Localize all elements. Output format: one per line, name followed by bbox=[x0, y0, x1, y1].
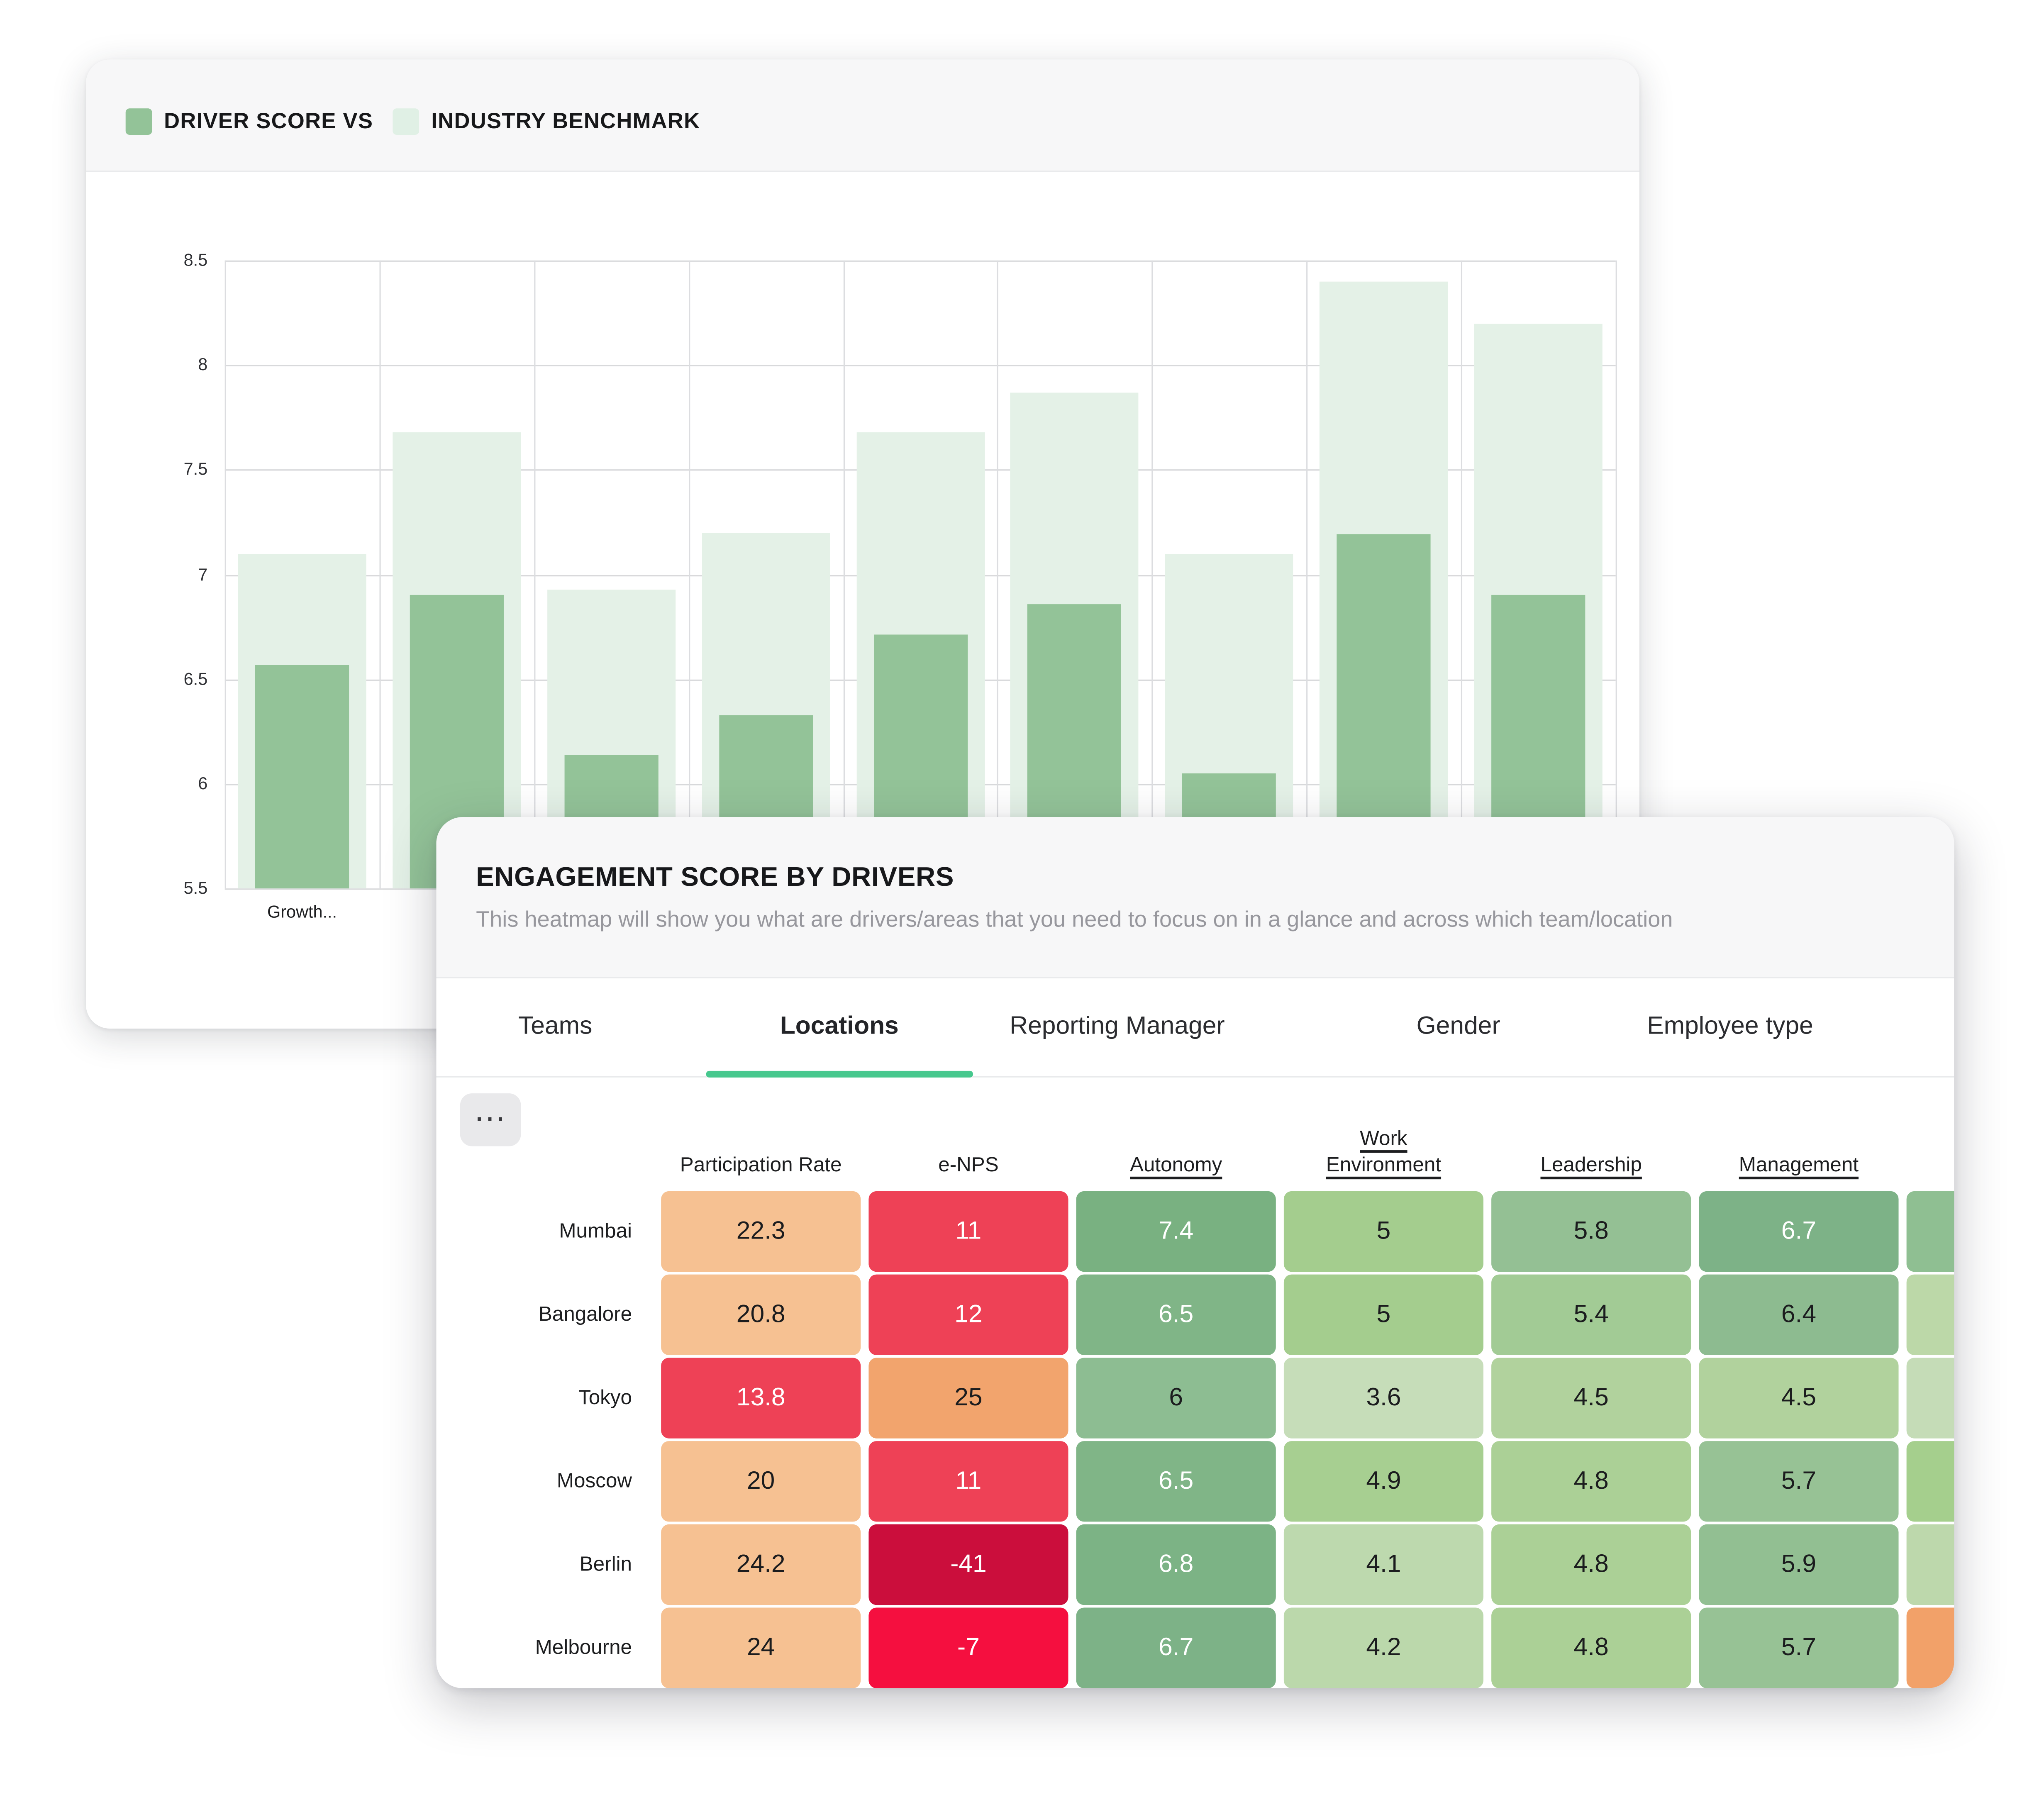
heatmap-cell: 5.4 bbox=[1491, 1274, 1691, 1355]
heatmap-cell: 5.7 bbox=[1699, 1441, 1899, 1522]
heatmap-cell: 4.5 bbox=[1491, 1358, 1691, 1439]
heatmap-cell: 22.3 bbox=[661, 1191, 861, 1272]
column-header-participation-rate: Participation Rate bbox=[680, 1154, 842, 1177]
heatmap-cell: -41 bbox=[868, 1524, 1068, 1605]
tab-employee-type[interactable]: Employee type bbox=[1610, 978, 1850, 1077]
row-label-melbourne: Melbourne bbox=[535, 1636, 632, 1659]
tab-locations[interactable]: Locations bbox=[706, 978, 973, 1077]
heatmap-cell: 4.8 bbox=[1491, 1607, 1691, 1688]
heatmap-cell: 3.6 bbox=[1283, 1358, 1484, 1439]
heatmap-cell: 24.2 bbox=[661, 1524, 861, 1605]
column-header-autonomy[interactable]: Autonomy bbox=[1129, 1154, 1222, 1177]
column-header-leadership[interactable]: Leadership bbox=[1540, 1154, 1642, 1177]
tab-label: Locations bbox=[780, 1012, 899, 1041]
row-label-bangalore: Bangalore bbox=[538, 1303, 632, 1326]
tab-label: Gender bbox=[1416, 1012, 1500, 1041]
heatmap-cell: 5.7 bbox=[1699, 1607, 1899, 1688]
y-tick-label: 6.5 bbox=[183, 668, 208, 688]
heatmap-cell: 6.4 bbox=[1699, 1274, 1899, 1355]
heatmap-cell: 24 bbox=[661, 1607, 861, 1688]
gridline-v bbox=[1615, 260, 1617, 889]
column-header-management[interactable]: Management bbox=[1739, 1154, 1859, 1177]
tab-reporting-manager[interactable]: Reporting Manager bbox=[973, 978, 1262, 1077]
heatmap-cell: -7 bbox=[868, 1607, 1068, 1688]
y-tick-label: 7.5 bbox=[183, 459, 208, 479]
heatmap-cell: 6 bbox=[1076, 1358, 1276, 1439]
chart-title-driver-score: DRIVER SCORE VS bbox=[164, 109, 373, 133]
heatmap-header: ENGAGEMENT SCORE BY DRIVERS This heatmap… bbox=[436, 817, 1954, 978]
heatmap-cell-partial bbox=[1906, 1358, 1954, 1439]
heatmap-cell: 20 bbox=[661, 1441, 861, 1522]
active-tab-underline bbox=[706, 1070, 973, 1077]
heatmap-cell: 5 bbox=[1283, 1274, 1484, 1355]
heatmap-cell: 4.9 bbox=[1283, 1441, 1484, 1522]
heatmap-cell: 5.9 bbox=[1699, 1524, 1899, 1605]
tab-label: Reporting Manager bbox=[1010, 1012, 1225, 1041]
heatmap-cell: 11 bbox=[868, 1441, 1068, 1522]
heatmap-cell-partial bbox=[1906, 1607, 1954, 1688]
heatmap-cell: 6.5 bbox=[1076, 1441, 1276, 1522]
more-options-button[interactable]: ⋯ bbox=[460, 1093, 521, 1146]
tab-label: Teams bbox=[518, 1012, 593, 1041]
heatmap-cell: 20.8 bbox=[661, 1274, 861, 1355]
gridline-v bbox=[224, 260, 226, 889]
y-tick-label: 5.5 bbox=[183, 878, 208, 898]
heatmap-cell: 4.8 bbox=[1491, 1524, 1691, 1605]
heatmap-cell: 12 bbox=[868, 1274, 1068, 1355]
gridline-v bbox=[379, 260, 381, 889]
tab-label: Employee type bbox=[1647, 1012, 1813, 1041]
y-tick-label: 6 bbox=[198, 773, 208, 793]
gridline-v bbox=[1152, 260, 1154, 889]
y-tick-label: 8 bbox=[198, 354, 208, 375]
heatmap-cell: 5.8 bbox=[1491, 1191, 1691, 1272]
heatmap-cell-partial bbox=[1906, 1524, 1954, 1605]
gridline-v bbox=[997, 260, 999, 889]
driver-score-bar bbox=[255, 664, 349, 889]
tab-teams[interactable]: Teams bbox=[481, 978, 629, 1077]
chart-header: DRIVER SCORE VS INDUSTRY BENCHMARK bbox=[86, 59, 1640, 172]
gridline-v bbox=[1461, 260, 1463, 889]
row-label-tokyo: Tokyo bbox=[578, 1386, 632, 1409]
engagement-heatmap-card: ENGAGEMENT SCORE BY DRIVERS This heatmap… bbox=[436, 817, 1954, 1688]
gridline-v bbox=[843, 260, 844, 889]
heatmap-title: ENGAGEMENT SCORE BY DRIVERS bbox=[476, 862, 954, 892]
row-label-moscow: Moscow bbox=[556, 1469, 632, 1492]
heatmap-cell: 6.7 bbox=[1699, 1191, 1899, 1272]
heatmap-cell: 11 bbox=[868, 1191, 1068, 1272]
heatmap-cell: 4.8 bbox=[1491, 1441, 1691, 1522]
gridline-h bbox=[224, 260, 1616, 262]
column-header-work-environment[interactable]: Work Environment bbox=[1326, 1127, 1442, 1177]
heatmap-cell: 7.4 bbox=[1076, 1191, 1276, 1272]
gridline-v bbox=[534, 260, 535, 889]
tab-gender[interactable]: Gender bbox=[1379, 978, 1537, 1077]
gridline-v bbox=[1306, 260, 1308, 889]
heatmap-cell: 6.8 bbox=[1076, 1524, 1276, 1605]
chart-title-industry-benchmark: INDUSTRY BENCHMARK bbox=[431, 109, 700, 133]
heatmap-cell: 5 bbox=[1283, 1191, 1484, 1272]
gridline-h bbox=[224, 365, 1616, 367]
heatmap-cell: 4.5 bbox=[1699, 1358, 1899, 1439]
gridline-v bbox=[688, 260, 690, 889]
y-tick-label: 7 bbox=[198, 563, 208, 584]
driver-score-legend-swatch bbox=[125, 108, 152, 135]
heatmap-cell-partial bbox=[1906, 1441, 1954, 1522]
x-axis-label-growth: Growth... bbox=[267, 902, 337, 922]
heatmap-cell: 4.2 bbox=[1283, 1607, 1484, 1688]
column-header-e-nps: e-NPS bbox=[938, 1154, 999, 1177]
row-label-mumbai: Mumbai bbox=[559, 1219, 632, 1242]
chart-plot bbox=[224, 260, 1617, 890]
industry-benchmark-legend-swatch bbox=[393, 108, 420, 135]
heatmap-tabs: Teams Locations Reporting Manager Gender Emp… bbox=[436, 978, 1954, 1078]
row-label-berlin: Berlin bbox=[579, 1553, 632, 1575]
heatmap-cell-partial bbox=[1906, 1191, 1954, 1272]
heatmap-subtitle: This heatmap will show you what are driv… bbox=[476, 907, 1673, 932]
y-tick-label: 8.5 bbox=[183, 250, 208, 270]
heatmap-cell-partial bbox=[1906, 1274, 1954, 1355]
heatmap-cell: 25 bbox=[868, 1358, 1068, 1439]
heatmap-cell: 6.5 bbox=[1076, 1274, 1276, 1355]
heatmap-cell: 13.8 bbox=[661, 1358, 861, 1439]
heatmap-cell: 4.1 bbox=[1283, 1524, 1484, 1605]
heatmap-cell: 6.7 bbox=[1076, 1607, 1276, 1688]
